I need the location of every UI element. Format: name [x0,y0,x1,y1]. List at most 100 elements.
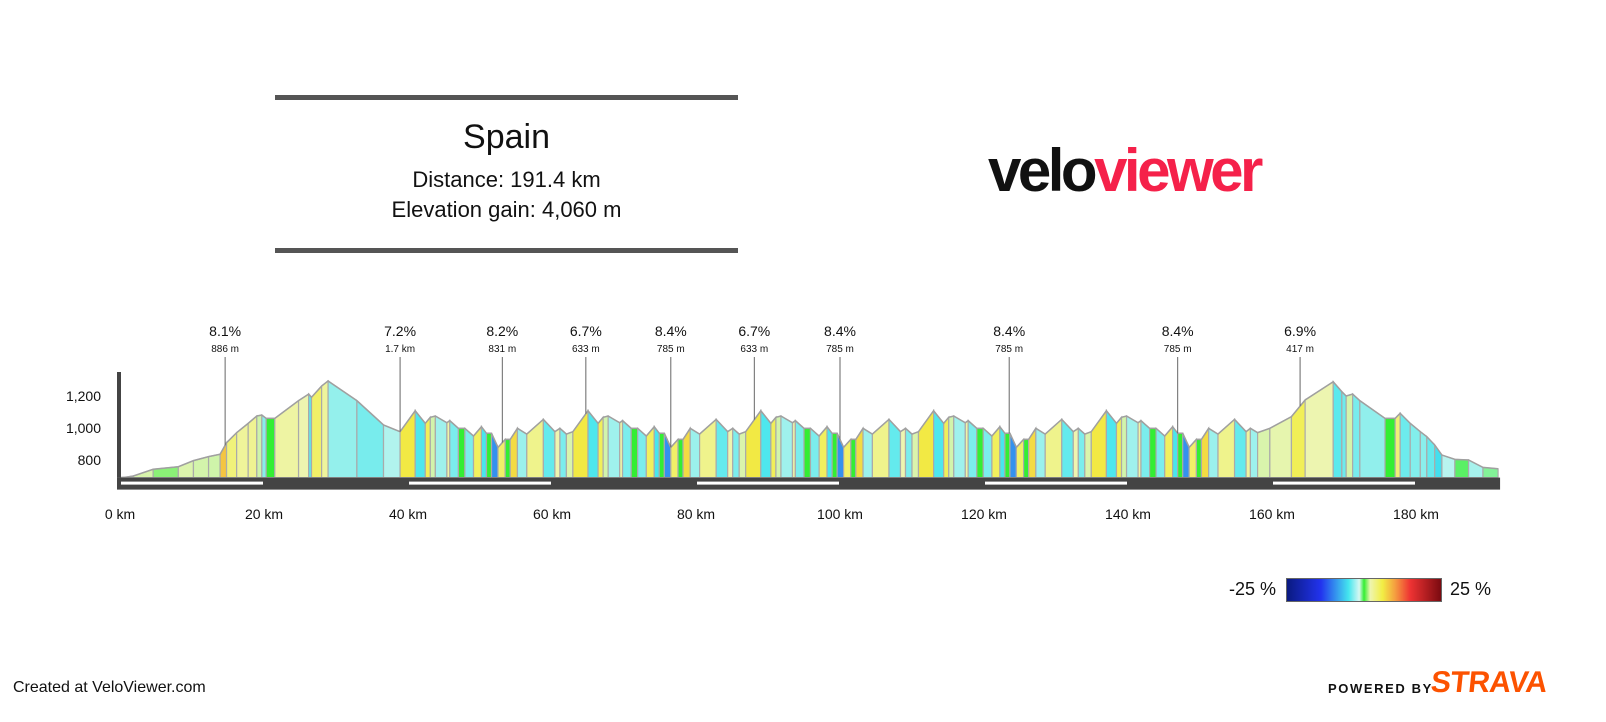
climb-length-label: 785 m [826,344,854,355]
profile-segment [1115,415,1123,479]
profile-segment [1304,380,1334,479]
route-elevation-gain: Elevation gain: 4,060 m [391,197,622,222]
profile-segment [1399,411,1411,479]
x-tick-label: 100 km [817,506,863,522]
gradient-color-legend [1286,578,1442,602]
climb-length-label: 1.7 km [385,344,415,355]
profile-segment [1148,427,1157,479]
profile-segment [1419,430,1428,479]
profile-segment [542,417,556,479]
profile-segment [888,417,902,479]
climb-length-label: 831 m [488,344,516,355]
x-tick-label: 0 km [105,506,135,522]
x-tick-label: 140 km [1105,506,1151,522]
profile-segment [602,415,609,479]
x-tick-label: 40 km [389,506,427,522]
profile-segment [1125,414,1139,479]
profile-segment [1120,415,1128,479]
profile-segment [682,426,691,479]
profile-segment [1345,393,1354,479]
veloviewer-logo: veloviewer [988,136,1263,206]
profile-segment [1200,426,1210,479]
climb-length-label: 785 m [1164,344,1192,355]
profile-segment [1035,427,1046,479]
profile-segment [967,419,978,479]
climb-gradient-label: 8.2% [486,323,518,339]
profile-segment [855,426,864,479]
y-axis-line [117,372,121,478]
x-tick-label: 120 km [961,506,1007,522]
profile-segment [225,431,238,479]
profile-segment [831,432,838,479]
x-axis-scale-stripe [409,481,551,485]
profile-segment [1140,419,1151,479]
profile-segment [794,419,805,479]
climb-gradient-label: 8.1% [209,323,241,339]
strava-logo: STRAVA [1429,666,1549,699]
profile-segment [1195,438,1203,479]
profile-segment [803,427,812,479]
profile-segment [207,453,221,479]
profile-segment [434,414,448,479]
profile-segment [658,432,665,479]
climb-gradient-label: 6.7% [738,323,770,339]
climb-length-label: 633 m [572,344,600,355]
climb-length-label: 886 m [211,344,239,355]
x-tick-label: 60 km [533,506,571,522]
profile-segment [1467,459,1484,479]
climb-gradient-label: 7.2% [384,323,416,339]
profile-segment [1077,426,1086,479]
profile-segment [424,415,431,479]
title-rule-bottom [275,248,738,253]
profile-segment [297,392,310,479]
profile-segment [509,426,519,479]
profile-segment [485,432,493,479]
created-at-link[interactable]: Created at VeloViewer.com [13,679,206,696]
profile-segment [1022,438,1030,479]
climb-markers: 8.1% 886 m 7.2% 1.7 km 8.2% 831 m 6.7% 633 m 8.4… [209,323,1316,448]
logo-viewer: viewer [1094,137,1263,204]
x-axis-scale-stripe [1273,481,1415,485]
profile-segment [1341,390,1347,479]
profile-segment [1249,427,1259,479]
profile-segment [247,414,258,479]
climb-length-label: 785 m [995,344,1023,355]
profile-segment [429,415,436,479]
profile-segment [310,384,323,479]
powered-by-label: POWERED BY [1328,681,1433,696]
profile-outline [119,380,1499,479]
climb-length-label: 785 m [657,344,685,355]
profile-segment [770,415,777,479]
climb-gradient-label: 6.7% [570,323,602,339]
profile-segment [943,415,950,479]
route-title: Spain [463,118,550,156]
legend-min-label: -25 % [1229,579,1277,599]
profile-segment [1044,418,1063,479]
profile-segment [850,438,857,479]
profile-segment [261,413,267,479]
x-tick-label: 160 km [1249,506,1295,522]
profile-segment [480,424,488,479]
logo-velo: velo [988,137,1098,204]
profile-segment [265,417,276,479]
y-tick-label: 1,000 [66,420,101,436]
profile-segment [607,414,621,479]
profile-segment [1072,427,1079,479]
axes: 0 km 20 km 40 km 60 km 80 km 100 km 120 km 140 … [66,372,1501,522]
profile-segment [1217,418,1236,479]
profile-segment [1290,398,1306,479]
profile-segment [899,427,907,479]
profile-segment [677,438,684,479]
x-tick-label: 180 km [1393,506,1439,522]
profile-segment [274,399,300,479]
profile-segment [1177,432,1184,479]
x-axis-scale-stripe [985,481,1127,485]
y-tick-label: 1,200 [66,388,101,404]
x-axis-scale-stripe [697,481,839,485]
profile-segment [597,415,604,479]
x-axis-scale-stripe [121,481,263,485]
profile-segment [1332,380,1343,479]
profile-segment [504,438,511,479]
profile-segment [775,415,782,479]
profile-segment [554,427,561,479]
